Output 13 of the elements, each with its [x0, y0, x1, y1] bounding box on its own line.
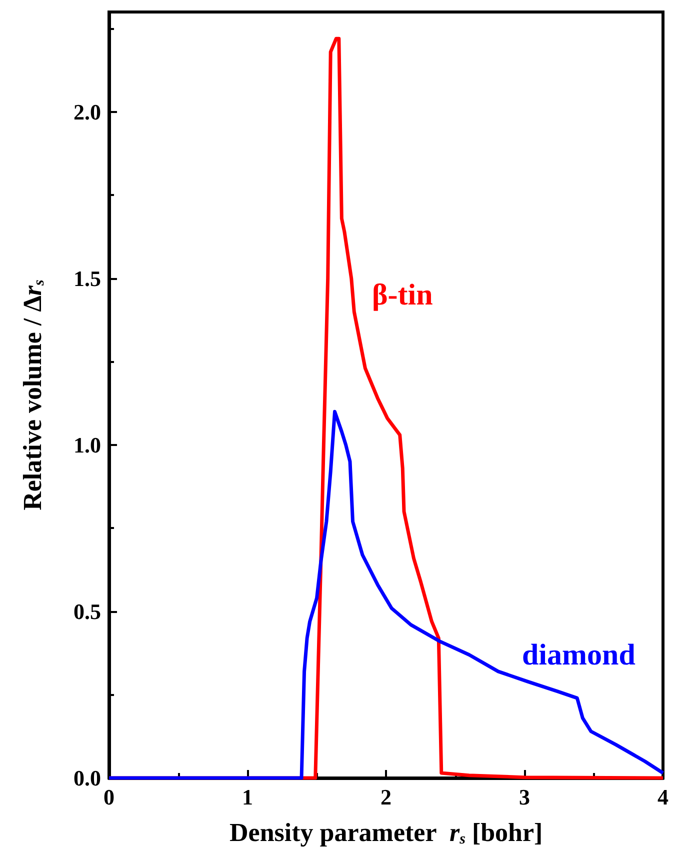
x-tick-label: 2	[380, 784, 392, 810]
x-tick-label: 1	[242, 784, 253, 810]
y-tick-label: 0.5	[74, 598, 101, 624]
series-label: diamond	[522, 638, 636, 672]
x-tick-label: 3	[519, 784, 530, 810]
x-tick-label: 4	[658, 784, 668, 810]
y-axis-title: Relative volume / Δrs	[18, 279, 48, 510]
y-tick-label: 1.0	[74, 432, 101, 458]
series-label: β-tin	[372, 278, 434, 312]
y-tick-label: 2.0	[74, 99, 101, 124]
y-tick-label: 1.5	[74, 266, 101, 291]
y-tick-label: 0.0	[74, 766, 101, 790]
x-tick-label: 0	[104, 784, 114, 810]
